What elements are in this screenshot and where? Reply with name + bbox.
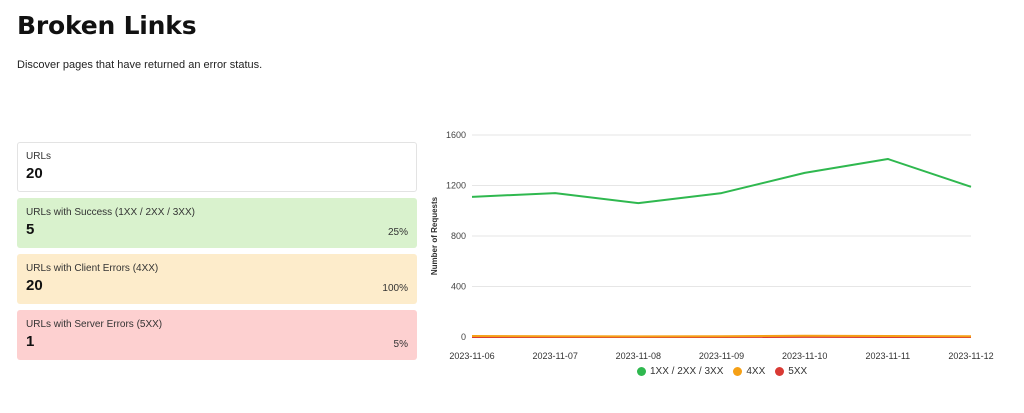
legend-label: 5XX — [788, 366, 808, 377]
legend-label: 4XX — [746, 366, 766, 377]
stat-percent: 5% — [393, 339, 408, 350]
legend-label: 1XX / 2XX / 3XX — [650, 366, 724, 377]
stat-card-success: URLs with Success (1XX / 2XX / 3XX) 5 25… — [17, 198, 417, 248]
stat-label: URLs — [26, 151, 52, 162]
page-title: Broken Links — [17, 11, 197, 40]
legend-dot-icon — [733, 367, 743, 376]
stat-value: 1 — [26, 333, 35, 350]
x-tick-label: 2023-11-10 — [782, 351, 827, 361]
legend-dot-icon — [775, 367, 785, 376]
x-tick-label: 2023-11-08 — [616, 351, 661, 361]
stat-label: URLs with Server Errors (5XX) — [26, 319, 163, 330]
chart-svg: 0 400 800 1200 1600 Number of Requests 2023-11… — [430, 130, 994, 361]
legend-item[interactable]: 1XX / 2XX / 3XX — [637, 366, 723, 377]
y-tick-label: 800 — [451, 231, 466, 241]
page-subtitle: Discover pages that have returned an err… — [17, 59, 263, 71]
y-axis-label: Number of Requests — [430, 196, 439, 275]
stat-card-server-errors: URLs with Server Errors (5XX) 1 5% — [17, 310, 417, 360]
stat-value: 20 — [26, 277, 43, 294]
x-tick-label: 2023-11-07 — [532, 351, 577, 361]
series-line — [471, 334, 972, 338]
legend-item[interactable]: 4XX — [733, 366, 765, 377]
y-tick-label: 1200 — [446, 181, 466, 191]
stat-label: URLs with Success (1XX / 2XX / 3XX) — [26, 207, 195, 218]
chart-legend: 1XX / 2XX / 3XX 4XX 5XX — [637, 366, 817, 377]
stat-value: 20 — [26, 165, 43, 182]
stat-card-client-errors: URLs with Client Errors (4XX) 20 100% — [17, 254, 417, 304]
x-tick-label: 2023-11-11 — [865, 351, 910, 361]
series-line — [471, 157, 972, 205]
stat-value: 5 — [26, 221, 35, 238]
x-tick-label: 2023-11-09 — [699, 351, 744, 361]
stats-panel: URLs 20 URLs with Success (1XX / 2XX / 3… — [17, 142, 417, 366]
y-tick-label: 0 — [461, 332, 466, 342]
x-tick-label: 2023-11-12 — [948, 351, 993, 361]
y-tick-label: 1600 — [446, 130, 466, 140]
legend-dot-icon — [637, 367, 646, 376]
stat-label: URLs with Client Errors (4XX) — [26, 263, 159, 274]
x-tick-label: 2023-11-06 — [449, 351, 494, 361]
y-tick-label: 400 — [451, 282, 466, 292]
stat-percent: 100% — [382, 283, 408, 294]
stat-percent: 25% — [387, 227, 408, 238]
stat-card-urls: URLs 20 — [17, 142, 417, 192]
legend-item[interactable]: 5XX — [775, 366, 807, 377]
requests-chart: 0 400 800 1200 1600 Number of Requests 2023-11… — [425, 122, 1024, 392]
